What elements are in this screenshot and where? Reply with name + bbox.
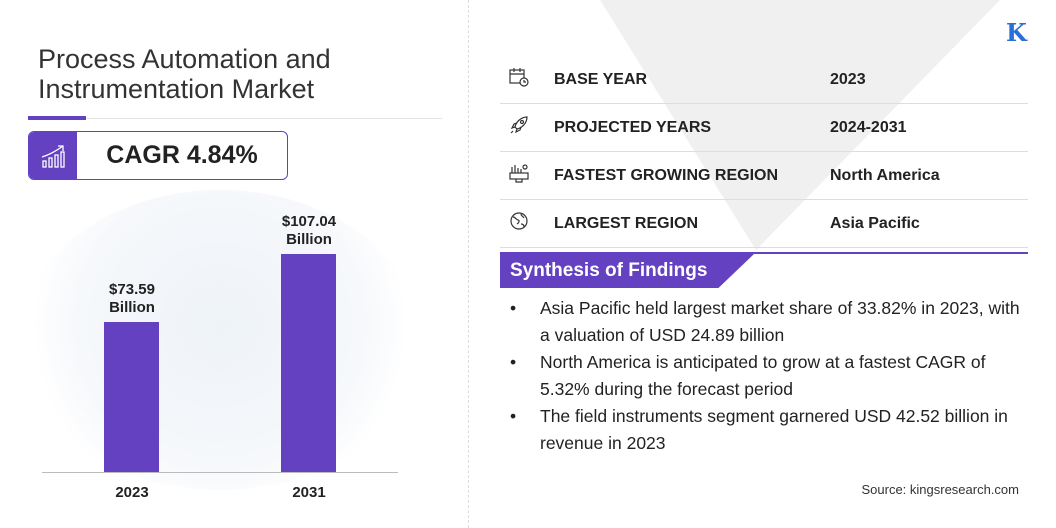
globe-icon xyxy=(500,211,554,236)
fact-value: Asia Pacific xyxy=(830,214,920,232)
title-accent xyxy=(28,116,86,120)
fact-label: LARGEST REGION xyxy=(554,214,699,232)
divider xyxy=(468,0,469,528)
fact-label: FASTEST GROWING REGION xyxy=(554,166,779,184)
fact-row-largest-region: LARGEST REGION Asia Pacific xyxy=(500,200,1028,248)
kings-research-logo: K xyxy=(1006,18,1027,47)
x-tick-label: 2023 xyxy=(115,484,149,501)
fact-row-base-year: BASE YEAR 2023 xyxy=(500,56,1028,104)
cagr-value: CAGR 4.84% xyxy=(106,141,258,169)
fact-label: PROJECTED YEARS xyxy=(554,118,712,136)
data-label: $107.04 Billion xyxy=(281,213,337,248)
title-rule xyxy=(28,118,442,119)
x-tick-label: 2031 xyxy=(292,484,326,501)
fact-value: 2024-2031 xyxy=(830,118,907,136)
finding-item: The field instruments segment garnered U… xyxy=(508,403,1028,457)
fact-value: North America xyxy=(830,166,940,184)
fact-row-projected-years: PROJECTED YEARS 2024-2031 xyxy=(500,104,1028,152)
growth-region-icon xyxy=(500,163,554,188)
data-label: $73.59 Billion xyxy=(109,281,155,317)
bar-2031 xyxy=(281,254,336,472)
finding-item: Asia Pacific held largest market share o… xyxy=(508,295,1028,349)
synthesis-heading: Synthesis of Findings xyxy=(500,254,754,288)
background-globe xyxy=(20,190,420,490)
fact-label: BASE YEAR xyxy=(554,70,648,88)
growth-chart-icon xyxy=(29,132,77,179)
bar-2023 xyxy=(104,322,159,472)
rocket-icon xyxy=(500,115,554,140)
source-note: Source: kingsresearch.com xyxy=(861,482,1019,497)
fact-row-fastest-growing-region: FASTEST GROWING REGION North America xyxy=(500,152,1028,200)
findings-list: Asia Pacific held largest market share o… xyxy=(508,295,1028,457)
calendar-clock-icon xyxy=(500,67,554,92)
fact-value: 2023 xyxy=(830,70,866,88)
finding-item: North America is anticipated to grow at … xyxy=(508,349,1028,403)
page-title: Process Automation and Instrumentation M… xyxy=(38,44,331,104)
cagr-badge: CAGR 4.84% xyxy=(28,131,288,180)
synthesis-rule xyxy=(500,252,1028,254)
x-axis-line xyxy=(42,472,398,473)
